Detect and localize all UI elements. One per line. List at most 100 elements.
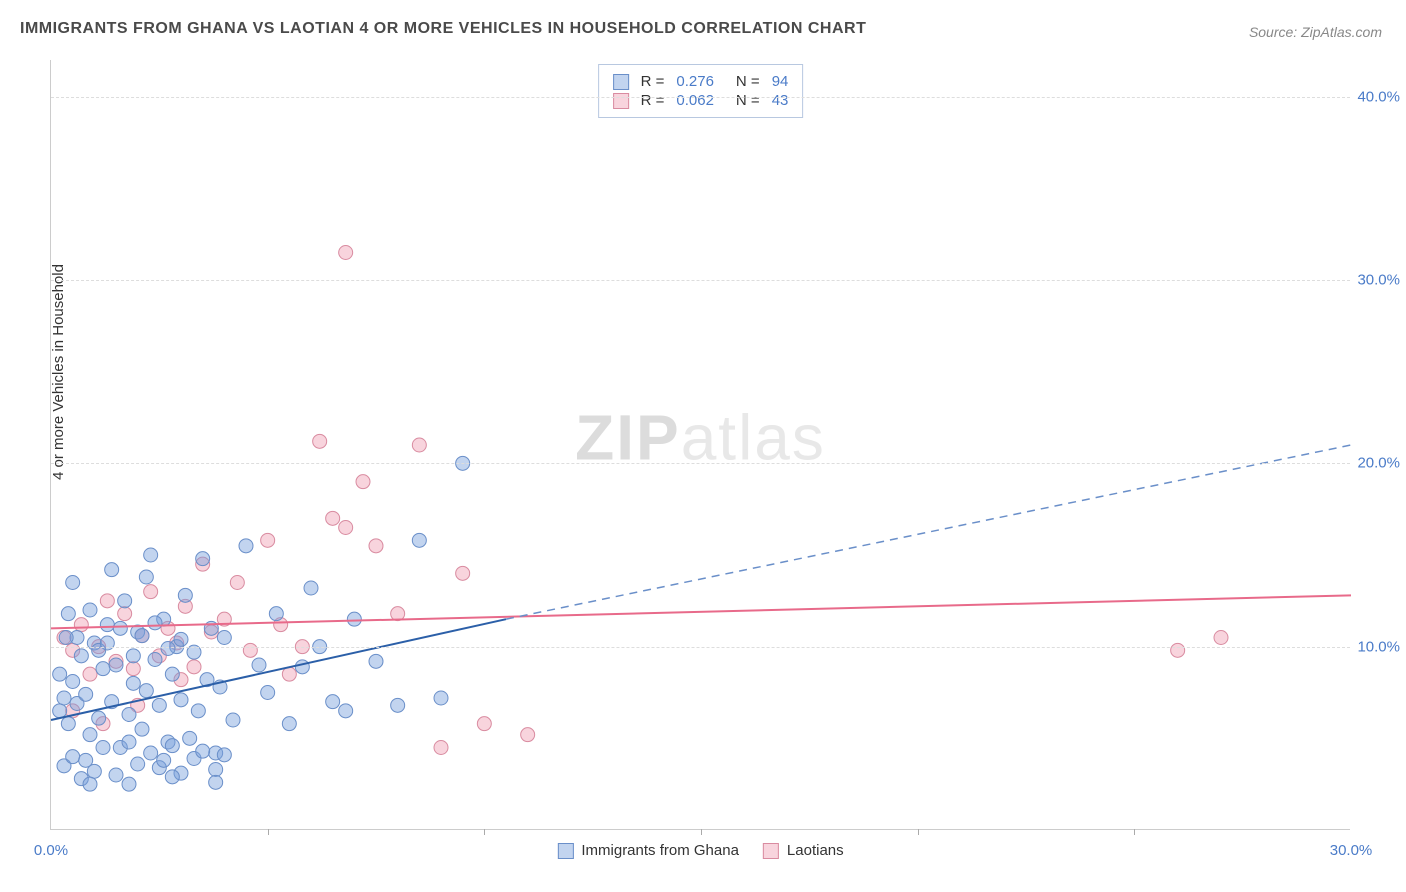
scatter-point — [126, 662, 140, 676]
scatter-point — [74, 649, 88, 663]
scatter-point — [135, 722, 149, 736]
legend-label-ghana: Immigrants from Ghana — [581, 842, 739, 859]
scatter-point — [148, 653, 162, 667]
scatter-point — [230, 576, 244, 590]
scatter-point — [217, 748, 231, 762]
scatter-point — [356, 475, 370, 489]
scatter-point — [196, 552, 210, 566]
scatter-point — [152, 698, 166, 712]
scatter-point — [83, 667, 97, 681]
y-tick-label: 30.0% — [1352, 272, 1400, 289]
gridline — [51, 97, 1350, 98]
scatter-point — [92, 711, 106, 725]
scatter-point — [252, 658, 266, 672]
scatter-point — [456, 566, 470, 580]
scatter-point — [79, 687, 93, 701]
plot-region: ZIPatlas R = 0.276 N = 94 R = 0.062 N = … — [50, 60, 1350, 830]
scatter-point — [339, 246, 353, 260]
gridline — [51, 280, 1350, 281]
swatch-laotians — [763, 843, 779, 859]
scatter-point — [113, 621, 127, 635]
scatter-point — [74, 618, 88, 632]
scatter-point — [157, 753, 171, 767]
scatter-point — [239, 539, 253, 553]
scatter-point — [66, 750, 80, 764]
scatter-point — [100, 618, 114, 632]
x-tick-label: 30.0% — [1330, 842, 1373, 859]
scatter-point — [196, 744, 210, 758]
scatter-point — [412, 533, 426, 547]
x-tick — [484, 829, 485, 835]
scatter-point — [59, 631, 73, 645]
scatter-point — [122, 735, 136, 749]
scatter-point — [100, 636, 114, 650]
legend-label-laotians: Laotians — [787, 842, 844, 859]
scatter-point — [105, 563, 119, 577]
scatter-point — [521, 728, 535, 742]
scatter-point — [139, 570, 153, 584]
scatter-point — [282, 717, 296, 731]
scatter-point — [226, 713, 240, 727]
scatter-point — [83, 777, 97, 791]
scatter-point — [83, 603, 97, 617]
scatter-point — [434, 691, 448, 705]
scatter-point — [165, 739, 179, 753]
scatter-point — [148, 616, 162, 630]
chart-title: IMMIGRANTS FROM GHANA VS LAOTIAN 4 OR MO… — [20, 20, 866, 38]
trend-line — [506, 445, 1351, 619]
scatter-svg — [51, 60, 1350, 829]
scatter-point — [295, 660, 309, 674]
scatter-point — [109, 768, 123, 782]
gridline — [51, 463, 1350, 464]
scatter-point — [1171, 643, 1185, 657]
chart-area: 4 or more Vehicles in Household ZIPatlas… — [50, 60, 1350, 830]
scatter-point — [144, 548, 158, 562]
scatter-point — [83, 728, 97, 742]
scatter-point — [139, 684, 153, 698]
scatter-point — [187, 660, 201, 674]
scatter-point — [369, 654, 383, 668]
scatter-point — [135, 629, 149, 643]
scatter-point — [161, 642, 175, 656]
scatter-point — [326, 695, 340, 709]
scatter-point — [391, 698, 405, 712]
scatter-point — [174, 693, 188, 707]
scatter-point — [326, 511, 340, 525]
scatter-point — [100, 594, 114, 608]
scatter-point — [66, 576, 80, 590]
scatter-point — [412, 438, 426, 452]
scatter-point — [87, 764, 101, 778]
trend-line — [51, 595, 1351, 628]
series-legend: Immigrants from Ghana Laotians — [557, 842, 843, 859]
scatter-point — [191, 704, 205, 718]
scatter-point — [53, 667, 67, 681]
scatter-point — [339, 521, 353, 535]
scatter-point — [269, 607, 283, 621]
scatter-point — [183, 731, 197, 745]
scatter-point — [96, 741, 110, 755]
legend-item-ghana: Immigrants from Ghana — [557, 842, 739, 859]
scatter-point — [209, 775, 223, 789]
scatter-point — [209, 763, 223, 777]
scatter-point — [477, 717, 491, 731]
x-tick — [701, 829, 702, 835]
y-tick-label: 40.0% — [1352, 88, 1400, 105]
gridline — [51, 647, 1350, 648]
source-attribution: Source: ZipAtlas.com — [1249, 24, 1382, 40]
scatter-point — [118, 607, 132, 621]
scatter-point — [369, 539, 383, 553]
scatter-point — [96, 662, 110, 676]
scatter-point — [122, 708, 136, 722]
x-tick-label: 0.0% — [34, 842, 68, 859]
scatter-point — [126, 676, 140, 690]
scatter-point — [61, 607, 75, 621]
scatter-point — [66, 675, 80, 689]
y-tick-label: 20.0% — [1352, 455, 1400, 472]
y-tick-label: 10.0% — [1352, 638, 1400, 655]
scatter-point — [165, 667, 179, 681]
scatter-point — [347, 612, 361, 626]
scatter-point — [434, 741, 448, 755]
scatter-point — [126, 649, 140, 663]
scatter-point — [144, 746, 158, 760]
scatter-point — [57, 691, 71, 705]
